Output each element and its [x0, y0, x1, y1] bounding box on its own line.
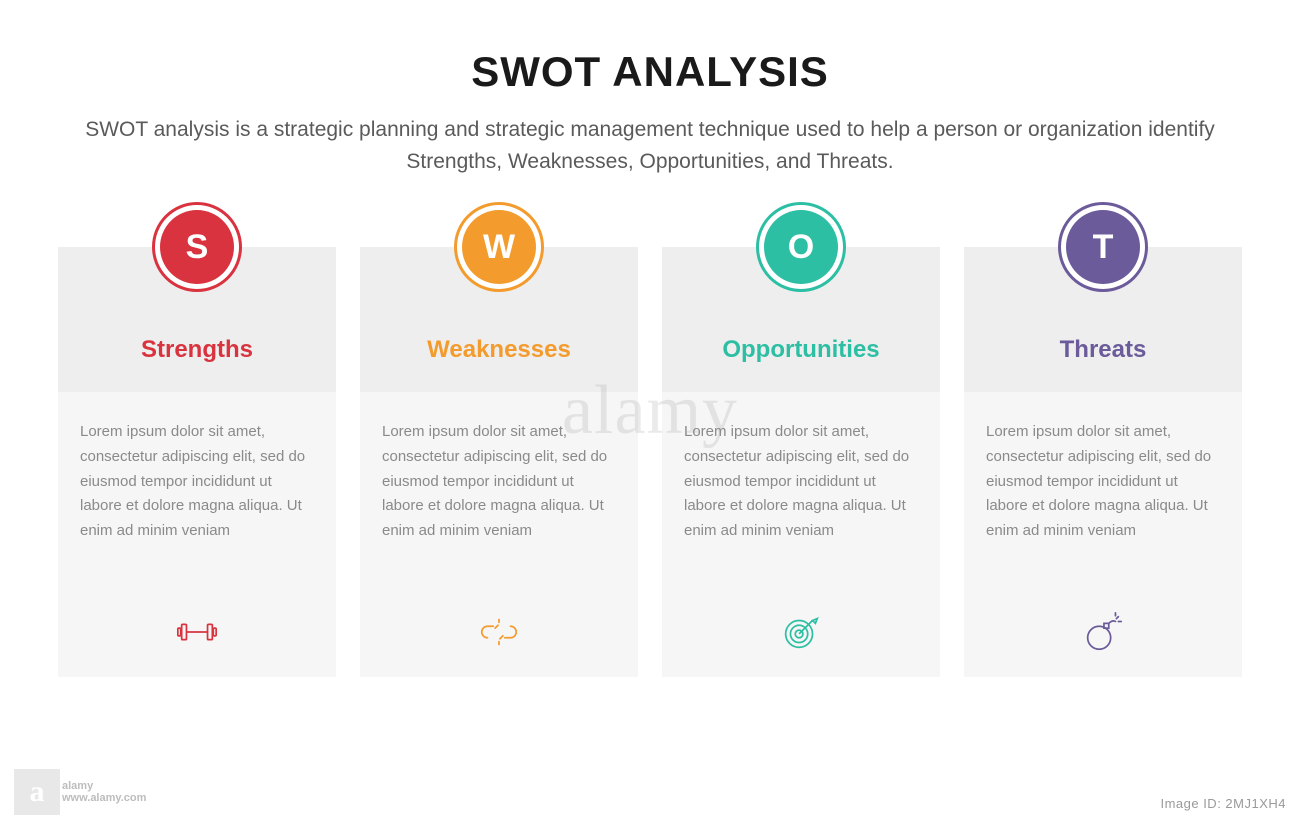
badge-letter: W	[483, 228, 515, 267]
badge-letter: S	[186, 228, 209, 267]
bomb-icon	[986, 607, 1220, 657]
card-weaknesses: W Weaknesses Lorem ipsum dolor sit amet,…	[360, 247, 638, 677]
watermark-logo-line2: www.alamy.com	[62, 792, 146, 804]
card-body-text: Lorem ipsum dolor sit amet, consectetur …	[80, 420, 314, 544]
card-strengths: S Strengths Lorem ipsum dolor sit amet, …	[58, 247, 336, 677]
badge-inner: T	[1066, 210, 1140, 284]
page-title: SWOT ANALYSIS	[0, 48, 1300, 96]
card-title: Threats	[1060, 336, 1147, 364]
card-body-wrap: Lorem ipsum dolor sit amet, consectetur …	[662, 392, 940, 677]
target-icon	[684, 607, 918, 657]
badge-letter: T	[1093, 228, 1114, 267]
badge-threats: T	[1058, 202, 1148, 292]
card-opportunities: O Opportunities Lorem ipsum dolor sit am…	[662, 247, 940, 677]
card-title: Opportunities	[722, 336, 879, 364]
page-subtitle: SWOT analysis is a strategic planning an…	[60, 114, 1240, 177]
card-threats: T Threats Lorem ipsum dolor sit amet, co…	[964, 247, 1242, 677]
broken-chain-icon	[382, 607, 616, 657]
card-title: Weaknesses	[427, 336, 571, 364]
card-body-text: Lorem ipsum dolor sit amet, consectetur …	[986, 420, 1220, 544]
dumbbell-icon	[80, 607, 314, 657]
card-body-wrap: Lorem ipsum dolor sit amet, consectetur …	[964, 392, 1242, 677]
watermark-logo-text: alamy www.alamy.com	[62, 780, 146, 804]
badge-opportunities: O	[756, 202, 846, 292]
card-body-wrap: Lorem ipsum dolor sit amet, consectetur …	[58, 392, 336, 677]
card-body-text: Lorem ipsum dolor sit amet, consectetur …	[382, 420, 616, 544]
card-body-wrap: Lorem ipsum dolor sit amet, consectetur …	[360, 392, 638, 677]
badge-strengths: S	[152, 202, 242, 292]
watermark-logo-line1: alamy	[62, 780, 146, 792]
badge-inner: S	[160, 210, 234, 284]
badge-inner: W	[462, 210, 536, 284]
watermark-id: Image ID: 2MJ1XH4	[1160, 796, 1286, 811]
watermark-logo: a alamy www.alamy.com	[14, 769, 146, 815]
card-title: Strengths	[141, 336, 253, 364]
badge-letter: O	[788, 228, 814, 267]
swot-cards-row: S Strengths Lorem ipsum dolor sit amet, …	[0, 247, 1300, 677]
badge-inner: O	[764, 210, 838, 284]
header: SWOT ANALYSIS SWOT analysis is a strateg…	[0, 0, 1300, 177]
badge-weaknesses: W	[454, 202, 544, 292]
card-body-text: Lorem ipsum dolor sit amet, consectetur …	[684, 420, 918, 544]
watermark-logo-mark: a	[14, 769, 60, 815]
